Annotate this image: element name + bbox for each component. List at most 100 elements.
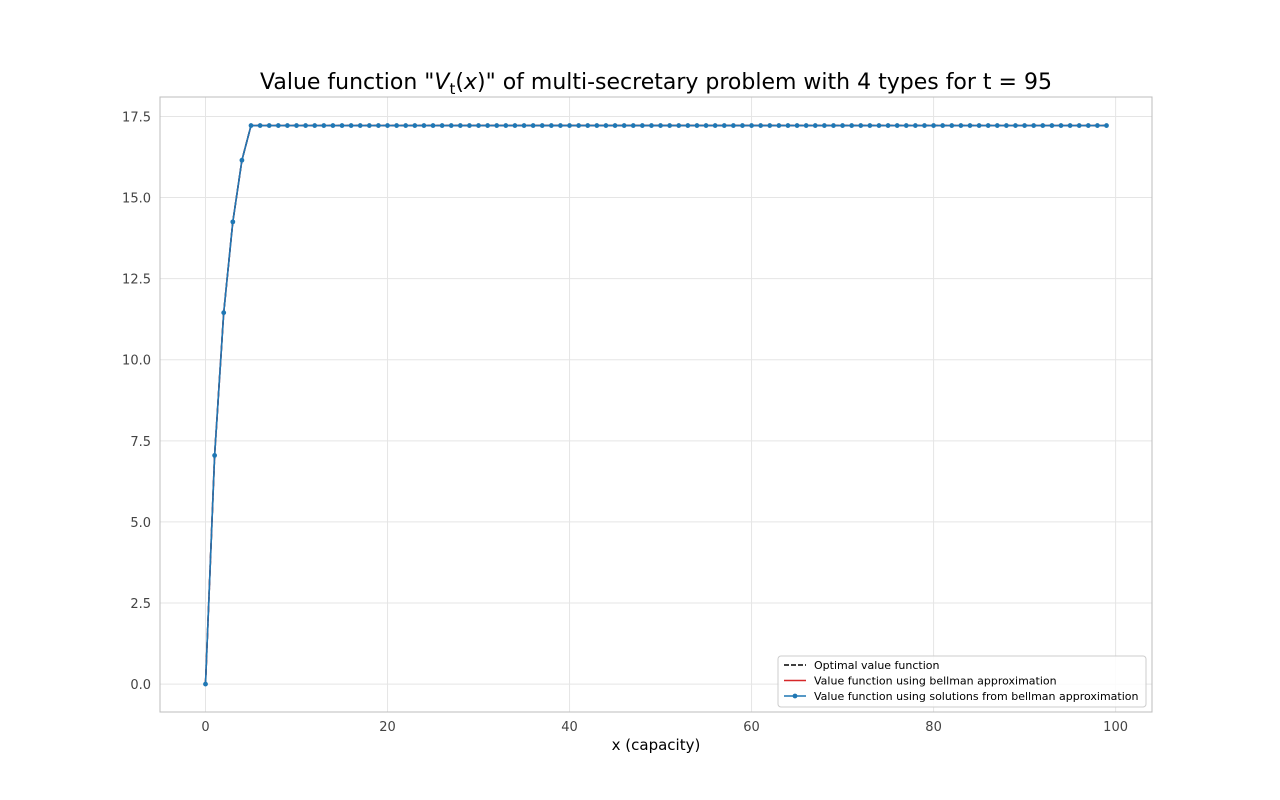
data-point bbox=[448, 123, 454, 128]
data-point bbox=[694, 123, 700, 128]
data-point bbox=[1067, 123, 1073, 128]
data-point bbox=[976, 123, 982, 128]
data-point bbox=[940, 123, 946, 128]
data-point bbox=[403, 123, 409, 128]
data-point bbox=[294, 123, 299, 128]
data-point bbox=[1085, 123, 1091, 128]
data-point bbox=[494, 123, 500, 128]
data-point bbox=[639, 123, 645, 128]
data-point bbox=[421, 123, 427, 128]
data-point bbox=[958, 123, 964, 128]
data-point bbox=[321, 123, 327, 128]
data-point bbox=[858, 123, 864, 128]
data-point bbox=[467, 123, 472, 128]
y-tick-label: 7.5 bbox=[130, 435, 151, 450]
data-point bbox=[1013, 123, 1018, 128]
data-point bbox=[903, 123, 909, 128]
data-point bbox=[667, 123, 673, 128]
data-point bbox=[248, 123, 254, 128]
data-point bbox=[630, 123, 636, 128]
data-point bbox=[476, 123, 481, 128]
data-point bbox=[1104, 123, 1109, 128]
data-point bbox=[621, 123, 627, 128]
series-line-1 bbox=[204, 124, 1107, 685]
data-point bbox=[512, 123, 518, 128]
data-point bbox=[1076, 123, 1082, 128]
data-point bbox=[212, 453, 218, 458]
y-tick-label: 17.5 bbox=[122, 110, 151, 125]
data-point bbox=[312, 123, 318, 128]
data-point bbox=[539, 123, 545, 128]
data-point bbox=[357, 123, 363, 128]
data-point bbox=[1094, 123, 1100, 128]
data-point bbox=[230, 219, 236, 225]
data-point bbox=[721, 123, 727, 128]
data-point bbox=[922, 123, 927, 128]
data-point bbox=[603, 123, 609, 128]
data-point bbox=[503, 123, 509, 128]
data-point bbox=[1049, 123, 1055, 128]
data-point bbox=[394, 123, 400, 128]
y-axis-ticks: 0.0 2.5 5.0 7.5 10.0 12.5 15.0 17.5 bbox=[122, 110, 151, 693]
series-line-3 bbox=[204, 124, 1107, 685]
x-axis-ticks: 0 20 40 60 80 100 bbox=[201, 720, 1128, 735]
x-tick-label: 80 bbox=[925, 720, 942, 735]
data-point bbox=[912, 123, 918, 128]
data-point bbox=[1040, 123, 1046, 128]
data-point bbox=[712, 123, 718, 128]
data-point bbox=[558, 123, 563, 128]
data-point bbox=[385, 123, 390, 128]
data-point bbox=[348, 123, 354, 128]
data-point bbox=[612, 123, 618, 128]
legend-marker bbox=[792, 693, 798, 699]
data-point bbox=[812, 123, 818, 128]
y-tick-label: 2.5 bbox=[130, 597, 151, 612]
data-point bbox=[1058, 123, 1064, 128]
data-point bbox=[831, 123, 836, 128]
legend-label: Value function using bellman approximati… bbox=[814, 675, 1057, 688]
data-point bbox=[985, 123, 991, 128]
data-point bbox=[1022, 123, 1027, 128]
data-point bbox=[794, 123, 800, 128]
data-point bbox=[749, 123, 754, 128]
data-point bbox=[949, 123, 955, 128]
data-point bbox=[548, 123, 554, 128]
data-point bbox=[376, 123, 381, 128]
data-point bbox=[285, 123, 290, 128]
y-tick-label: 10.0 bbox=[122, 354, 151, 369]
data-point bbox=[221, 310, 227, 316]
data-point bbox=[266, 123, 272, 128]
series-lines bbox=[203, 123, 1109, 687]
data-point bbox=[1003, 123, 1009, 128]
data-point bbox=[676, 123, 682, 128]
y-tick-label: 5.0 bbox=[130, 516, 151, 531]
x-tick-label: 100 bbox=[1103, 720, 1128, 735]
data-point bbox=[430, 123, 436, 128]
data-point bbox=[567, 123, 572, 128]
data-point bbox=[1031, 123, 1037, 128]
data-point bbox=[457, 123, 463, 128]
data-point bbox=[849, 123, 855, 128]
data-point bbox=[876, 123, 882, 128]
data-point bbox=[967, 123, 973, 128]
data-point bbox=[203, 681, 208, 687]
legend-label: Value function using solutions from bell… bbox=[814, 690, 1139, 703]
data-point bbox=[439, 123, 445, 128]
grid bbox=[160, 97, 1152, 712]
data-point bbox=[330, 123, 336, 128]
legend: Optimal value function Value function usi… bbox=[777, 655, 1147, 708]
data-point bbox=[649, 123, 654, 128]
data-point bbox=[685, 123, 691, 128]
y-tick-label: 0.0 bbox=[130, 678, 151, 693]
chart-title: Value function "Vt(x)" of multi-secretar… bbox=[260, 70, 1052, 98]
data-point bbox=[366, 123, 372, 128]
data-point bbox=[303, 123, 309, 128]
data-point bbox=[576, 123, 582, 128]
x-axis-label: x (capacity) bbox=[612, 736, 701, 754]
legend-box bbox=[777, 655, 1147, 708]
data-point bbox=[585, 123, 591, 128]
x-tick-label: 40 bbox=[561, 720, 578, 735]
data-point bbox=[767, 123, 773, 128]
data-point bbox=[785, 123, 791, 128]
